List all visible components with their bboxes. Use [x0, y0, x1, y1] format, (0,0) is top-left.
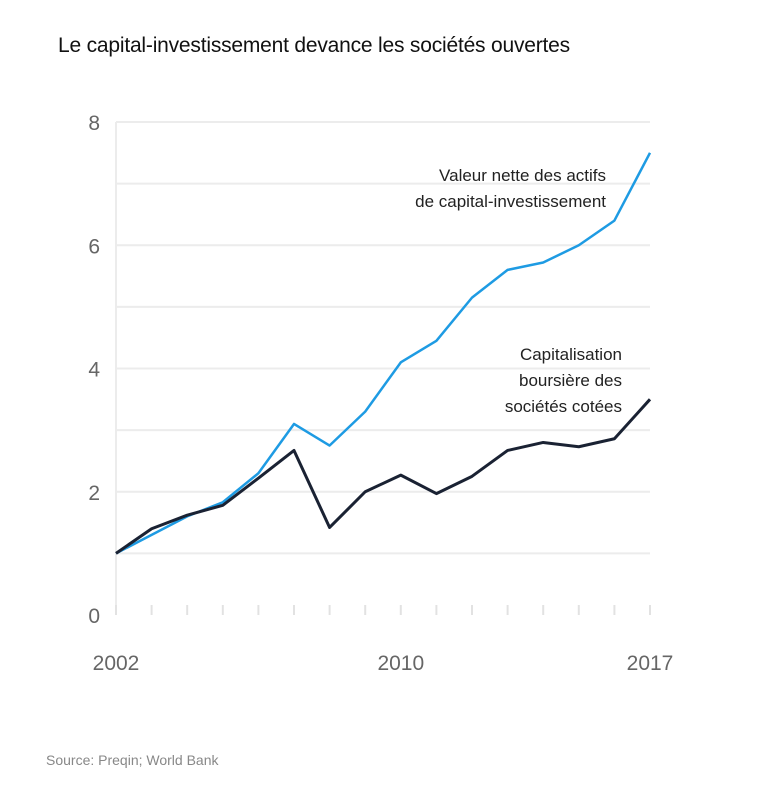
x-tick-label: 2017 — [627, 652, 674, 675]
series-label: boursière des — [519, 371, 622, 390]
y-tick-label: 0 — [88, 605, 100, 628]
series-line-market-cap — [115, 398, 652, 555]
x-tick-label: 2002 — [93, 652, 140, 675]
source-note: Source: Preqin; World Bank — [46, 752, 219, 768]
chart-title: Le capital-investissement devance les so… — [58, 34, 570, 57]
x-tick-label: 2010 — [377, 652, 424, 675]
y-tick-label: 6 — [88, 235, 100, 258]
series-label: Valeur nette des actifs — [439, 166, 606, 185]
y-tick-label: 8 — [88, 112, 100, 135]
series-label: sociétés cotées — [505, 397, 622, 416]
series-label: Capitalisation — [520, 345, 622, 364]
y-tick-label: 2 — [88, 482, 100, 505]
y-tick-label: 4 — [88, 359, 100, 382]
series-label: de capital-investissement — [415, 192, 606, 211]
